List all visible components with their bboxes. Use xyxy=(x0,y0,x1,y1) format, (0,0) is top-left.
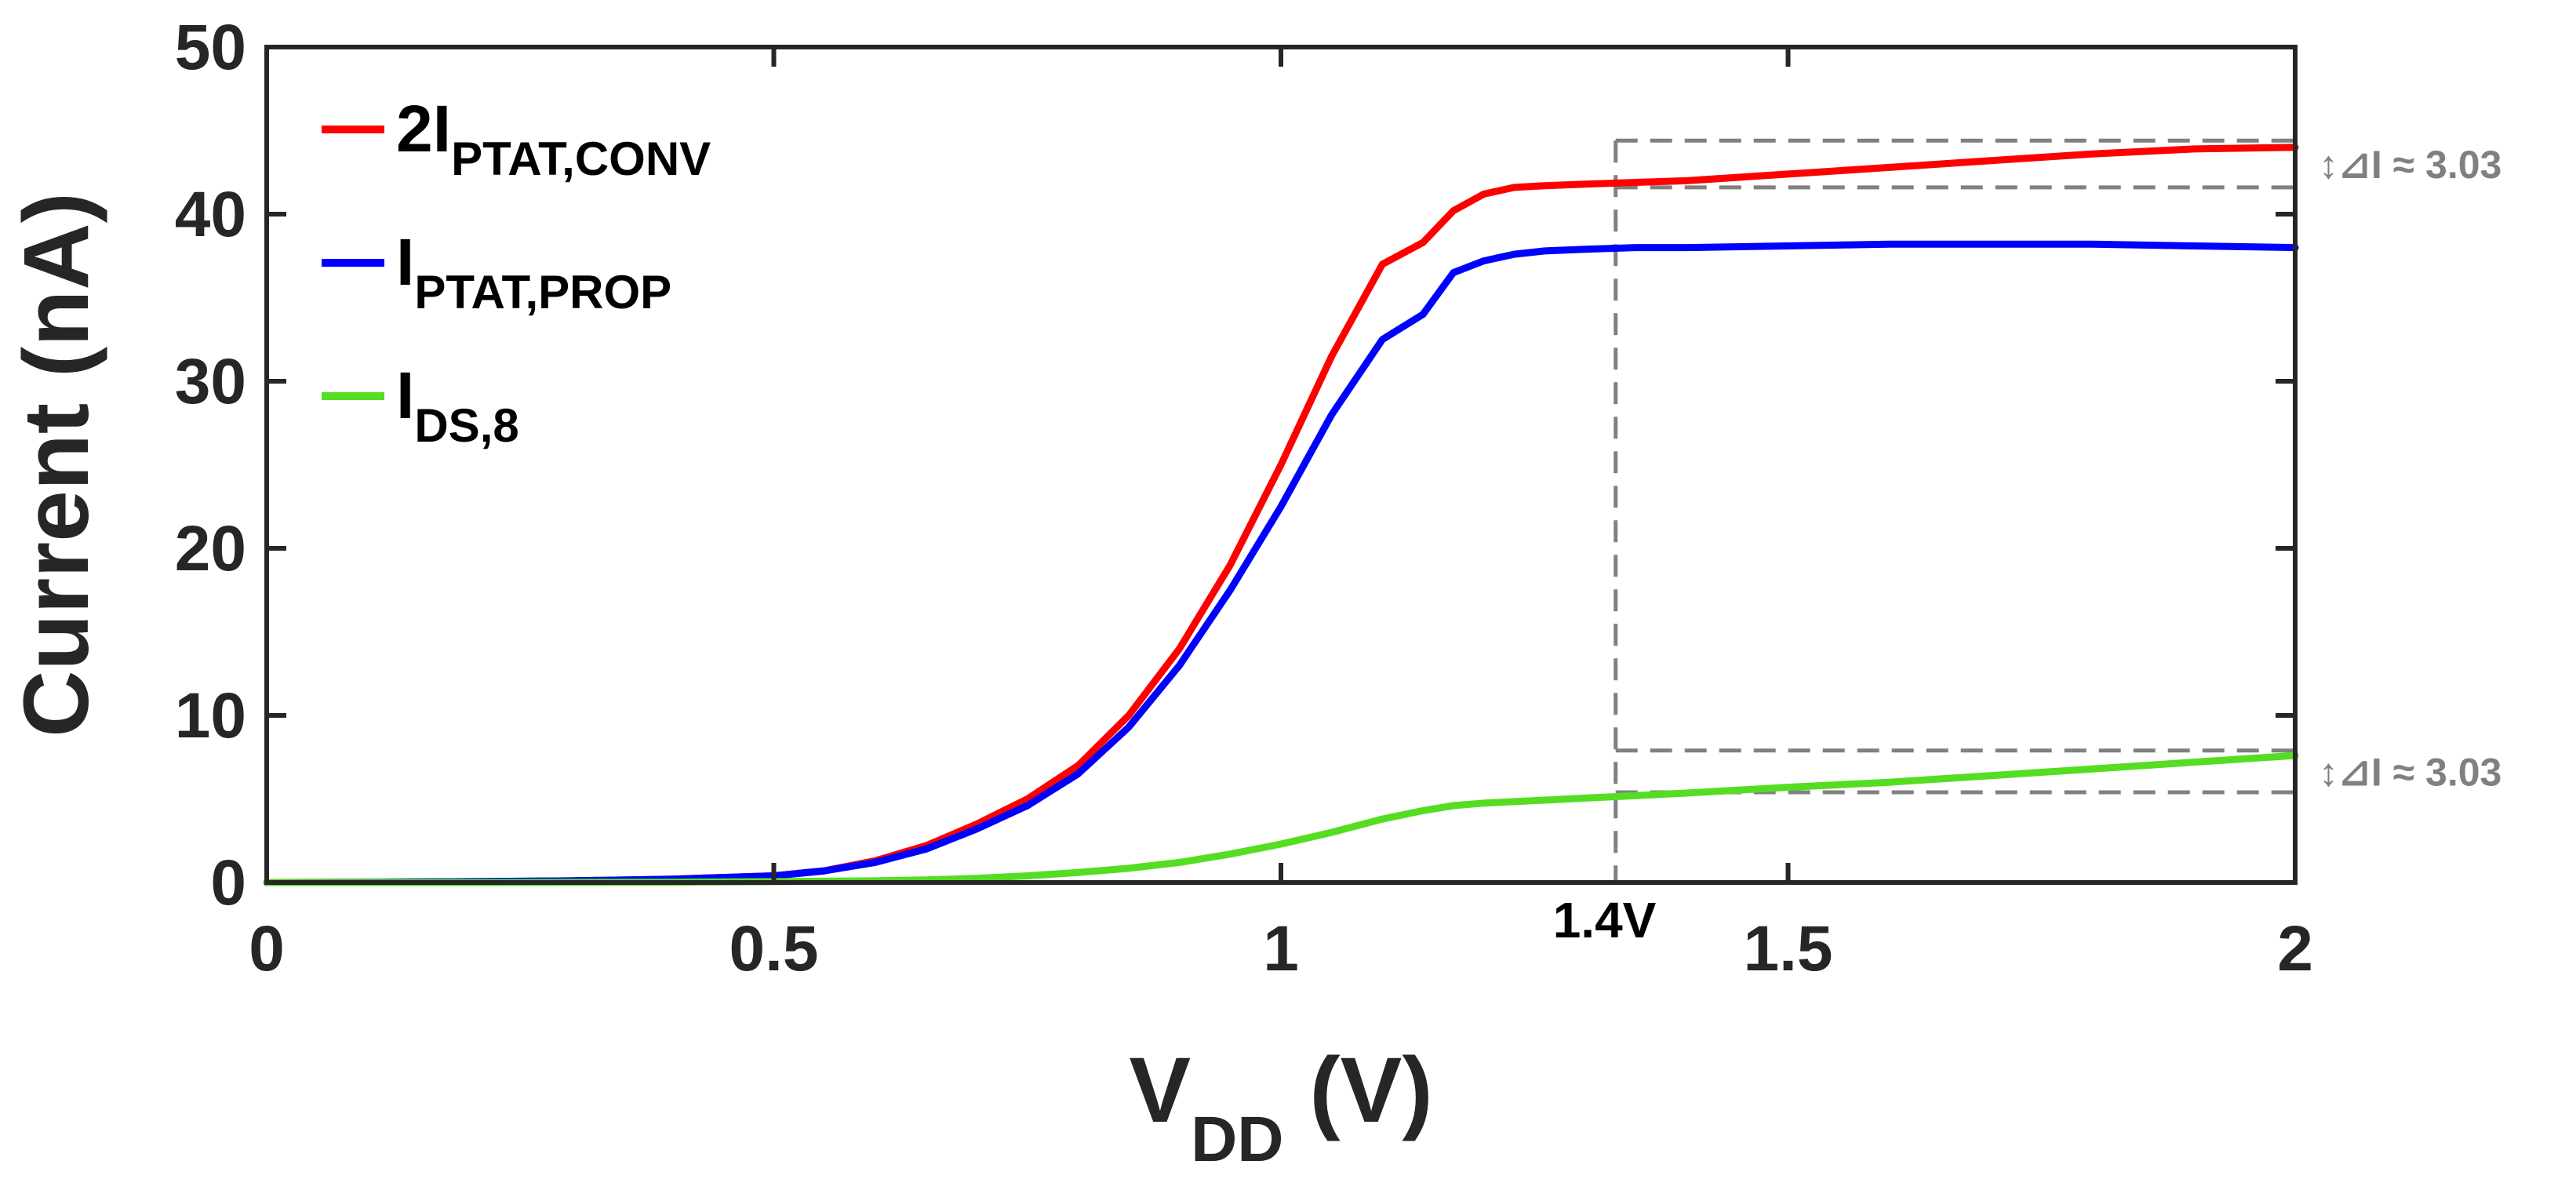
x-tick-label-0: 0 xyxy=(249,913,285,984)
x-tick-label-3: 1.5 xyxy=(1744,913,1833,984)
legend: 2IPTAT,CONV IPTAT,PROP IDS,8 xyxy=(322,92,711,452)
y-tick-label-2: 20 xyxy=(175,513,246,584)
y-tick-label-4: 40 xyxy=(175,179,246,250)
legend-label-0: 2IPTAT,CONV xyxy=(396,92,711,185)
annotation-layer: ↕⊿I ≈ 3.03 ↕⊿I ≈ 3.03 1.4V xyxy=(1553,138,2501,948)
legend-label-1: IPTAT,PROP xyxy=(396,225,671,318)
y-tick-label-3: 30 xyxy=(175,346,246,417)
x-axis-title: VDD (V) xyxy=(1129,1039,1432,1175)
x-tick-label-4: 2 xyxy=(2277,913,2313,984)
y-tick-label-1: 10 xyxy=(175,680,246,751)
x-tick-label-2: 1 xyxy=(1263,913,1299,984)
axis-labels: VDD (V) Current (nA) xyxy=(5,192,1433,1175)
y-tick-label-5: 50 xyxy=(175,12,246,83)
vline-label: 1.4V xyxy=(1553,892,1657,948)
y-tick-label-0: 0 xyxy=(210,847,246,919)
x-tick-label-1: 0.5 xyxy=(730,913,819,984)
legend-label-2: IDS,8 xyxy=(396,358,519,452)
delta-i-label-0: ↕⊿I ≈ 3.03 xyxy=(2319,143,2501,187)
y-axis-title: Current (nA) xyxy=(5,192,108,737)
series-line-1 xyxy=(263,240,2299,886)
delta-i-label-1: ↕⊿I ≈ 3.03 xyxy=(2319,750,2501,794)
